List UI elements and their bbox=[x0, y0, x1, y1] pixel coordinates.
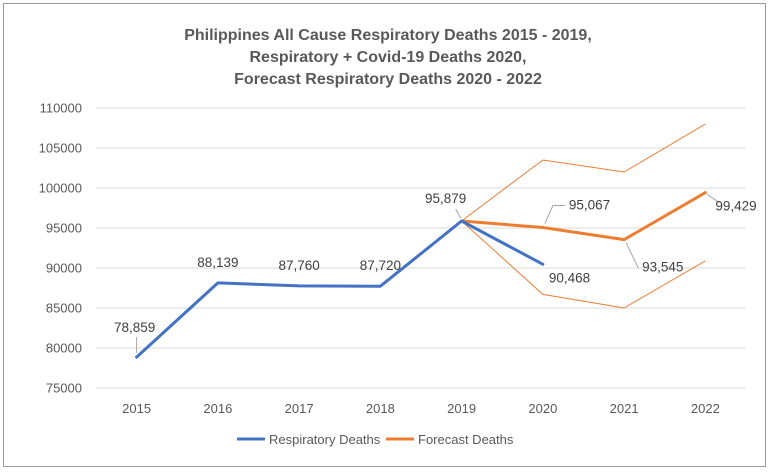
data-labels: 78,859 88,139 87,760 87,720 95,879 90,468 95,0… bbox=[114, 191, 757, 354]
data-label-leader-line bbox=[707, 194, 720, 204]
data-label: 87,760 bbox=[278, 258, 319, 273]
chart-title-line-1: Philippines All Cause Respiratory Deaths… bbox=[184, 27, 592, 44]
x-tick-label: 2016 bbox=[203, 401, 232, 416]
data-label: 95,879 bbox=[425, 191, 466, 206]
legend-label: Forecast Deaths bbox=[418, 432, 514, 447]
y-tick-label: 90000 bbox=[46, 261, 82, 276]
respiratory-deaths-line bbox=[135, 219, 545, 359]
y-tick-label: 85000 bbox=[46, 301, 82, 316]
data-label: 95,067 bbox=[569, 197, 610, 212]
forecast-bounds bbox=[461, 123, 706, 309]
chart-frame bbox=[3, 3, 766, 467]
data-label: 99,429 bbox=[715, 199, 756, 214]
data-label-leader-line bbox=[544, 205, 565, 224]
x-tick-label: 2015 bbox=[122, 401, 151, 416]
chart-title-line-2: Respiratory + Covid-19 Deaths 2020, bbox=[249, 49, 526, 66]
data-label-leader-line bbox=[455, 208, 462, 219]
gridlines bbox=[96, 107, 746, 389]
data-label: 87,720 bbox=[360, 258, 401, 273]
forecast-deaths-line bbox=[460, 191, 707, 242]
y-tick-label: 95000 bbox=[46, 221, 82, 236]
x-tick-label: 2021 bbox=[610, 401, 639, 416]
data-label: 78,859 bbox=[114, 320, 155, 335]
series-lines bbox=[135, 191, 707, 359]
data-label-leader-line bbox=[625, 242, 639, 268]
x-tick-label: 2019 bbox=[447, 401, 476, 416]
chart-title: Philippines All Cause Respiratory Deaths… bbox=[184, 27, 592, 88]
y-tick-label: 75000 bbox=[46, 381, 82, 396]
legend-label: Respiratory Deaths bbox=[269, 432, 381, 447]
y-tick-label: 80000 bbox=[46, 341, 82, 356]
forecast-upper-bound-line bbox=[461, 123, 706, 222]
legend: Respiratory Deaths Forecast Deaths bbox=[237, 432, 514, 447]
y-tick-label: 105000 bbox=[39, 141, 82, 156]
x-tick-label: 2017 bbox=[285, 401, 314, 416]
x-tick-label: 2020 bbox=[528, 401, 557, 416]
x-tick-label: 2018 bbox=[366, 401, 395, 416]
y-tick-label: 110000 bbox=[40, 101, 82, 116]
y-tick-label: 100000 bbox=[39, 181, 82, 196]
forecast-lower-bound-line bbox=[461, 220, 706, 309]
data-label: 88,139 bbox=[197, 255, 238, 270]
data-label: 93,545 bbox=[642, 260, 683, 275]
x-tick-label: 2022 bbox=[691, 401, 720, 416]
y-axis-tick-labels: 75000 80000 85000 90000 95000 100000 105000 110… bbox=[39, 101, 82, 396]
x-axis-tick-labels: 2015 2016 2017 2018 2019 2020 2021 2022 bbox=[122, 401, 720, 416]
data-label: 90,468 bbox=[549, 270, 590, 285]
chart-title-line-3: Forecast Respiratory Deaths 2020 - 2022 bbox=[234, 71, 542, 88]
